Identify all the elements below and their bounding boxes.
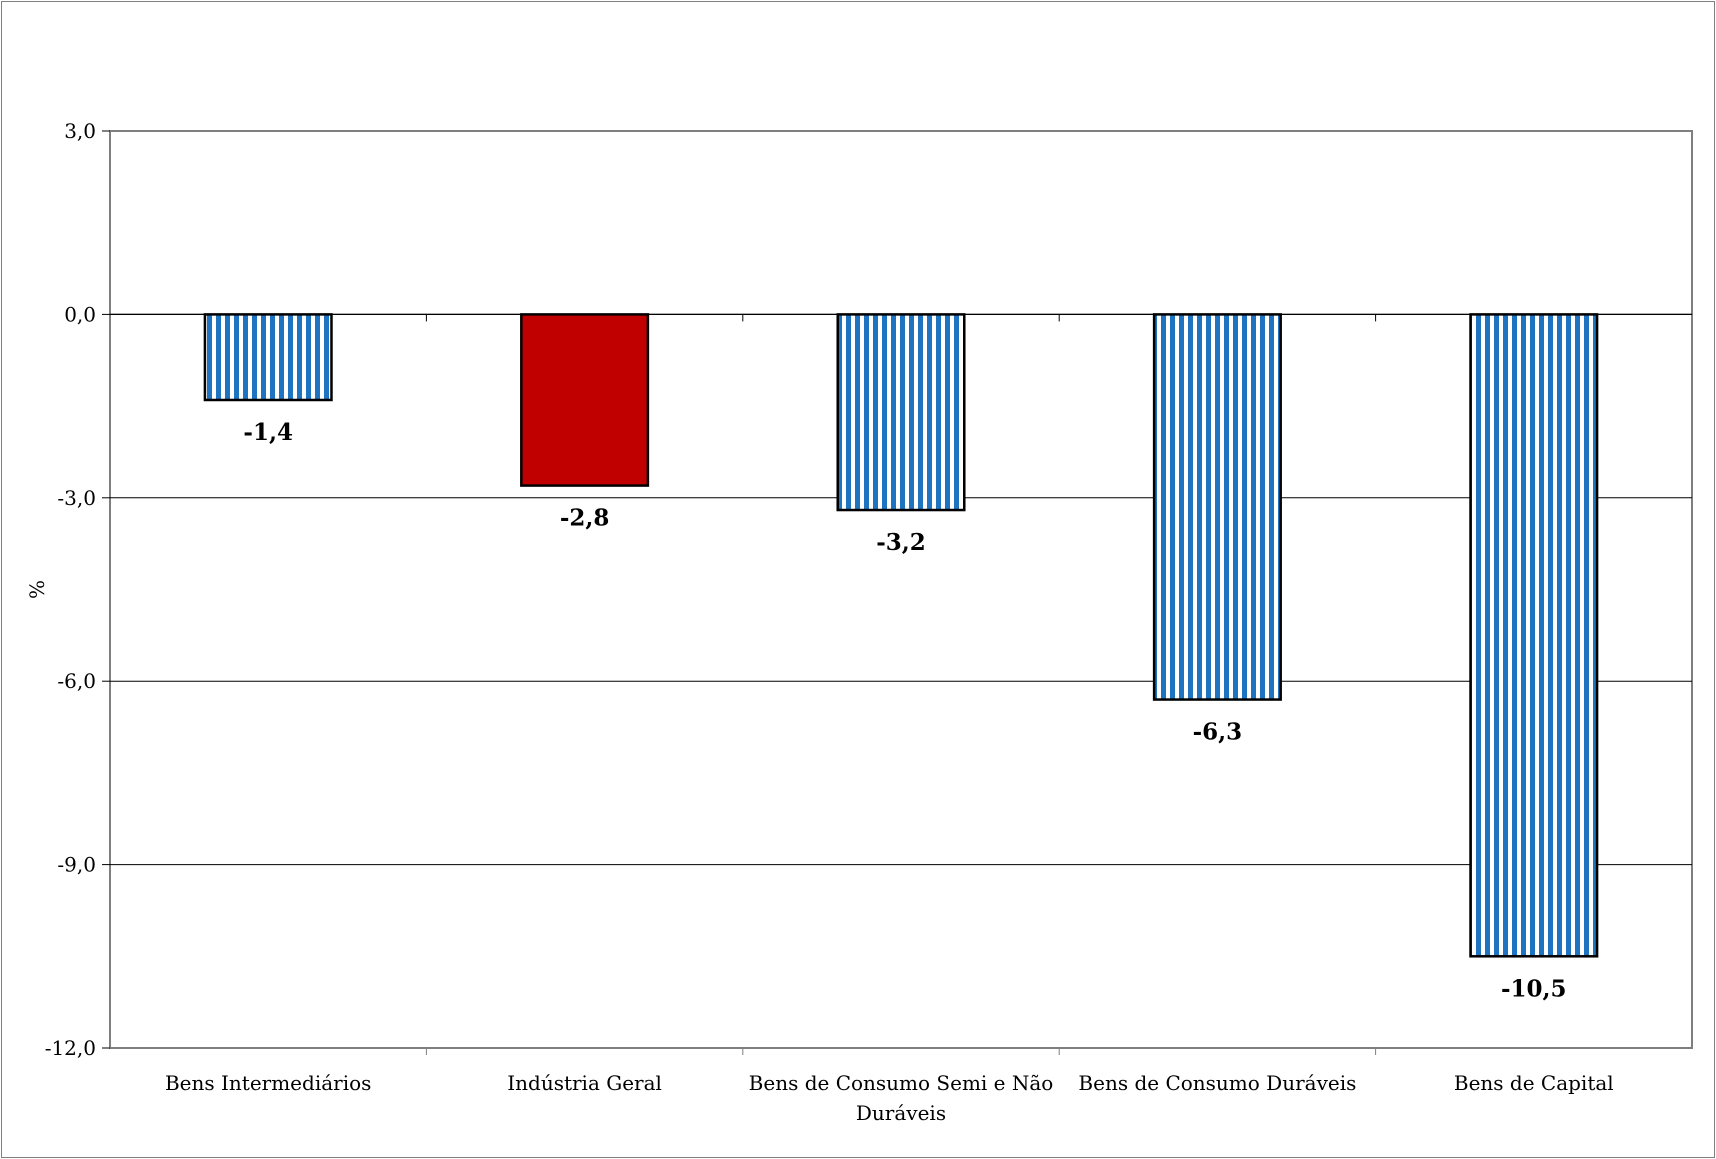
data-label: -3,2: [876, 529, 926, 556]
y-tick-label: -12,0: [45, 1036, 96, 1060]
y-tick-label: -6,0: [57, 669, 96, 693]
x-category-label: Bens de Consumo Semi e Não Duráveis: [749, 1071, 1054, 1125]
data-label: -10,5: [1501, 975, 1567, 1002]
bar: [520, 313, 650, 487]
y-tick-label: 0,0: [64, 302, 96, 326]
x-category-label: Bens de Consumo Duráveis: [1078, 1071, 1356, 1095]
y-axis-title: %: [25, 580, 49, 599]
x-category-label: Bens Intermediários: [165, 1071, 371, 1095]
y-tick-label: -3,0: [57, 486, 96, 510]
data-label: -1,4: [243, 419, 293, 446]
data-label: -2,8: [560, 505, 610, 532]
data-label: -6,3: [1193, 719, 1243, 746]
bar: [1469, 313, 1599, 958]
bar: [836, 313, 966, 512]
bar: [1152, 313, 1282, 701]
plot-area-border: [109, 130, 1693, 1049]
x-category-label: Bens de Capital: [1454, 1071, 1614, 1095]
bar: [203, 313, 333, 402]
x-category-label: Indústria Geral: [507, 1071, 662, 1095]
y-tick-label: 3,0: [64, 119, 96, 143]
y-tick-label: -9,0: [57, 853, 96, 877]
